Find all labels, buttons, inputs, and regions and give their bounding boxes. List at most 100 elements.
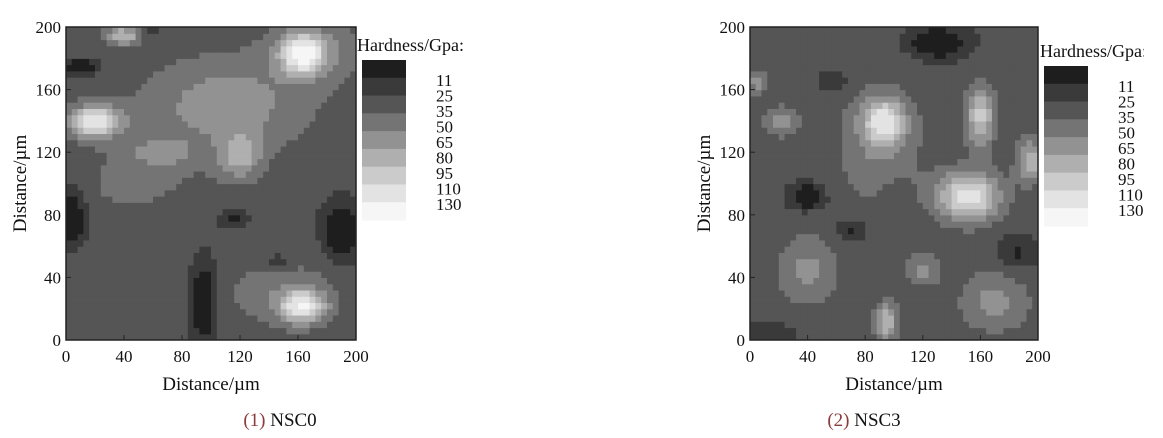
contour-cell [106, 139, 113, 147]
contour-cell [327, 246, 334, 253]
contour-cell [176, 296, 183, 304]
contour-cell [332, 321, 340, 329]
contour-cell [286, 158, 293, 166]
contour-cell [129, 89, 137, 97]
contour-cell [905, 177, 912, 185]
contour-cell [112, 239, 119, 247]
contour-cell [240, 321, 247, 329]
contour-cell [118, 289, 125, 297]
contour-cell [251, 45, 258, 53]
contour-cell [269, 202, 276, 210]
contour-cell [321, 246, 328, 253]
contour-cell [1014, 302, 1022, 310]
contour-cell [859, 139, 866, 147]
contour-cell [761, 296, 768, 304]
contour-cell [761, 58, 768, 66]
contour-cell [251, 314, 258, 322]
contour-cell [89, 321, 96, 329]
contour-cell [216, 289, 224, 297]
contour-cell [813, 202, 820, 210]
contour-cell [957, 95, 964, 103]
contour-cell [1026, 152, 1033, 160]
contour-cell [945, 39, 953, 47]
contour-cell [784, 252, 791, 260]
contour-cell [991, 277, 999, 285]
contour-cell [309, 277, 316, 285]
contour-cell [813, 108, 820, 116]
contour-cell [66, 114, 73, 122]
contour-cell [251, 133, 258, 141]
contour-cell [338, 302, 345, 310]
contour-cell [245, 302, 253, 310]
contour-cell [211, 164, 218, 172]
contour-cell [222, 189, 229, 197]
contour-cell [778, 64, 786, 72]
contour-cell [836, 202, 843, 210]
contour-cell [274, 296, 282, 304]
contour-cell [796, 214, 803, 222]
contour-cell [905, 314, 912, 322]
contour-cell [228, 120, 235, 128]
plot-frame [65, 26, 357, 341]
contour-cell [245, 70, 253, 78]
contour-cell [199, 221, 206, 228]
contour-cell [842, 214, 849, 222]
contour-cell [773, 77, 780, 84]
contour-cell [303, 152, 311, 160]
contour-cell [870, 214, 878, 222]
contour-cell [158, 83, 166, 91]
contour-cell [750, 145, 757, 153]
contour-cell [767, 296, 774, 304]
contour-cell [257, 233, 264, 241]
contour-cell [773, 108, 780, 116]
contour-cell [112, 95, 119, 103]
contour-cell [899, 133, 907, 141]
contour-cell [245, 39, 253, 47]
contour-cell [182, 58, 189, 66]
contour-cell [888, 214, 895, 222]
contour-cell [796, 70, 803, 78]
contour-cell [773, 308, 780, 316]
contour-cell [997, 227, 1005, 235]
contour-cell [205, 227, 212, 235]
contour-cell [286, 239, 293, 247]
contour-cell [997, 152, 1005, 160]
contour-cell [830, 70, 837, 78]
contour-cell [147, 102, 154, 109]
contour-cell [321, 314, 328, 322]
contour-cell [905, 170, 912, 178]
contour-cell [245, 258, 253, 266]
contour-cell [280, 321, 287, 329]
contour-cell [327, 33, 334, 41]
contour-cell [911, 89, 918, 97]
contour-cell [963, 45, 970, 53]
contour-cell [968, 177, 976, 185]
contour-cell [263, 289, 270, 297]
contour-cell [118, 314, 125, 322]
contour-cell [882, 189, 889, 197]
contour-cell [819, 83, 826, 91]
contour-cell [66, 127, 73, 135]
contour-cell [865, 164, 872, 172]
contour-cell [894, 170, 901, 178]
contour-cell [141, 120, 148, 128]
contour-cell [997, 133, 1005, 141]
contour-cell [240, 158, 247, 166]
contour-cell [796, 208, 803, 216]
contour-cell [899, 83, 907, 91]
contour-cell [1020, 158, 1028, 166]
contour-cell [321, 52, 328, 59]
contour-cell [928, 33, 935, 41]
contour-cell [153, 139, 160, 147]
contour-cell [922, 233, 930, 241]
contour-cell [859, 52, 866, 59]
contour-cell [911, 145, 918, 153]
contour-cell [263, 139, 270, 147]
contour-cell [836, 127, 843, 135]
contour-cell [66, 102, 73, 109]
contour-cell [778, 333, 786, 340]
contour-cell [859, 102, 866, 109]
contour-cell [240, 189, 247, 197]
contour-cell [309, 202, 316, 210]
contour-cell [824, 233, 832, 241]
